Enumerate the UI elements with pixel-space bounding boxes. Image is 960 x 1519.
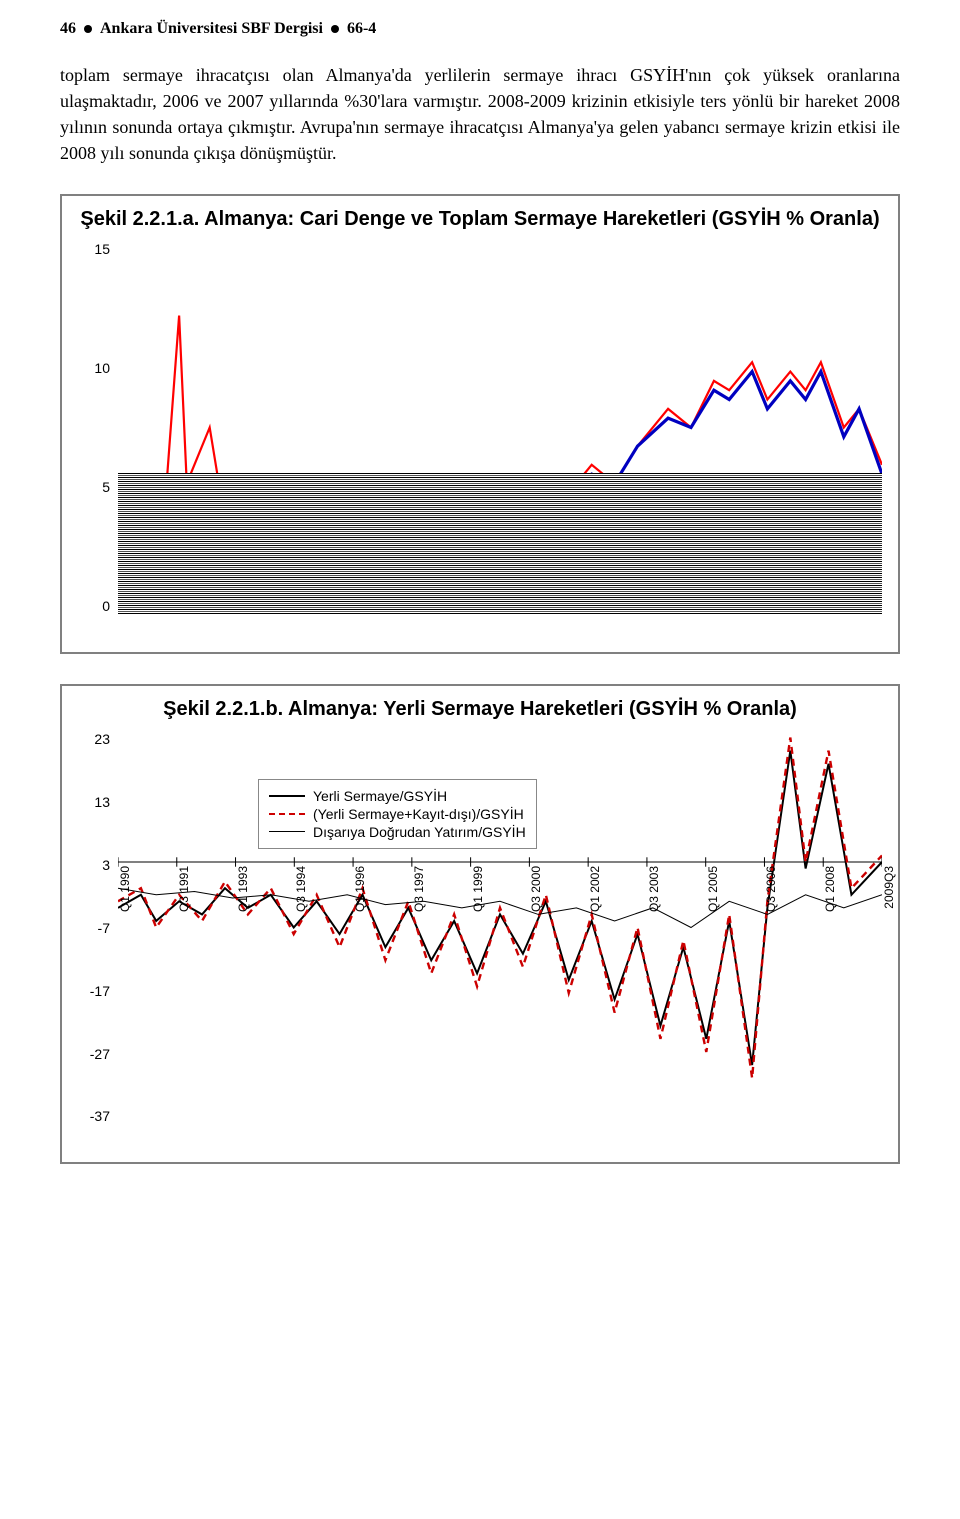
y-tick-label: -7 xyxy=(80,920,110,936)
x-tick-label: Q3 2000 xyxy=(529,866,543,912)
chart-b-legend: Yerli Sermaye/GSYİH (Yerli Sermaye+Kayıt-… xyxy=(258,779,537,849)
y-tick-label: 15 xyxy=(80,241,110,257)
x-tick-label: Q3 2006 xyxy=(764,866,778,912)
legend-item: (Yerli Sermaye+Kayıt-dışı)/GSYİH xyxy=(269,806,526,822)
journal-name: Ankara Üniversitesi SBF Dergisi xyxy=(100,20,323,38)
x-tick-label: Q1 2005 xyxy=(706,866,720,912)
y-tick-label: 10 xyxy=(80,360,110,376)
legend-label: Yerli Sermaye/GSYİH xyxy=(313,788,447,804)
y-tick-label: -17 xyxy=(80,983,110,999)
x-tick-label: Q1 1996 xyxy=(353,866,367,912)
body-paragraph: toplam sermaye ihracatçısı olan Almanya'… xyxy=(60,62,900,166)
chart-a-y-axis: 15 10 5 0 xyxy=(80,241,110,614)
chart-b-title: Şekil 2.2.1.b. Almanya: Yerli Sermaye Ha… xyxy=(70,698,890,721)
legend-swatch xyxy=(269,813,305,815)
chart-a-corruption-artifact xyxy=(118,473,882,615)
x-tick-label: Q1 1999 xyxy=(471,866,485,912)
issue-number: 66-4 xyxy=(347,20,376,38)
x-tick-label: Q1 2008 xyxy=(823,866,837,912)
y-tick-label: 0 xyxy=(80,598,110,614)
x-tick-label: Q1 1993 xyxy=(236,866,250,912)
legend-label: Dışarıya Doğrudan Yatırım/GSYİH xyxy=(313,824,526,840)
x-tick-label: Q3 1997 xyxy=(412,866,426,912)
y-tick-label: -27 xyxy=(80,1046,110,1062)
x-tick-label: Q1 2002 xyxy=(588,866,602,912)
legend-item: Dışarıya Doğrudan Yatırım/GSYİH xyxy=(269,824,526,840)
legend-item: Yerli Sermaye/GSYİH xyxy=(269,788,526,804)
chart-a-plot-area: 15 10 5 0 xyxy=(70,241,890,644)
legend-swatch xyxy=(269,831,305,833)
header-bullet xyxy=(84,25,92,33)
x-tick-label: Q1 1990 xyxy=(118,866,132,912)
chart-a-container: Şekil 2.2.1.a. Almanya: Cari Denge ve To… xyxy=(60,194,900,654)
x-tick-label: 2009Q3 xyxy=(882,866,896,909)
y-tick-label: 3 xyxy=(80,857,110,873)
x-tick-label: Q3 1994 xyxy=(294,866,308,912)
y-tick-label: 13 xyxy=(80,794,110,810)
x-tick-label: Q3 1991 xyxy=(177,866,191,912)
chart-b-x-axis: Q1 1990 Q3 1991 Q1 1993 Q3 1994 Q1 1996 Q3 19… xyxy=(118,866,882,946)
chart-a-plot xyxy=(118,241,882,614)
page-number: 46 xyxy=(60,20,76,38)
x-tick-label: Q3 2003 xyxy=(647,866,661,912)
y-tick-label: 23 xyxy=(80,731,110,747)
legend-swatch xyxy=(269,795,305,797)
y-tick-label: 5 xyxy=(80,479,110,495)
page-header: 46 Ankara Üniversitesi SBF Dergisi 66-4 xyxy=(60,20,900,38)
chart-b-y-axis: 23 13 3 -7 -17 -27 -37 xyxy=(80,731,110,1124)
chart-b-container: Şekil 2.2.1.b. Almanya: Yerli Sermaye Ha… xyxy=(60,684,900,1164)
y-tick-label: -37 xyxy=(80,1108,110,1124)
legend-label: (Yerli Sermaye+Kayıt-dışı)/GSYİH xyxy=(313,806,524,822)
chart-a-title: Şekil 2.2.1.a. Almanya: Cari Denge ve To… xyxy=(70,208,890,231)
header-bullet xyxy=(331,25,339,33)
chart-b-plot-area: 23 13 3 -7 -17 -27 -37 Yerli Sermaye/GSYİH (Yer… xyxy=(70,731,890,1154)
